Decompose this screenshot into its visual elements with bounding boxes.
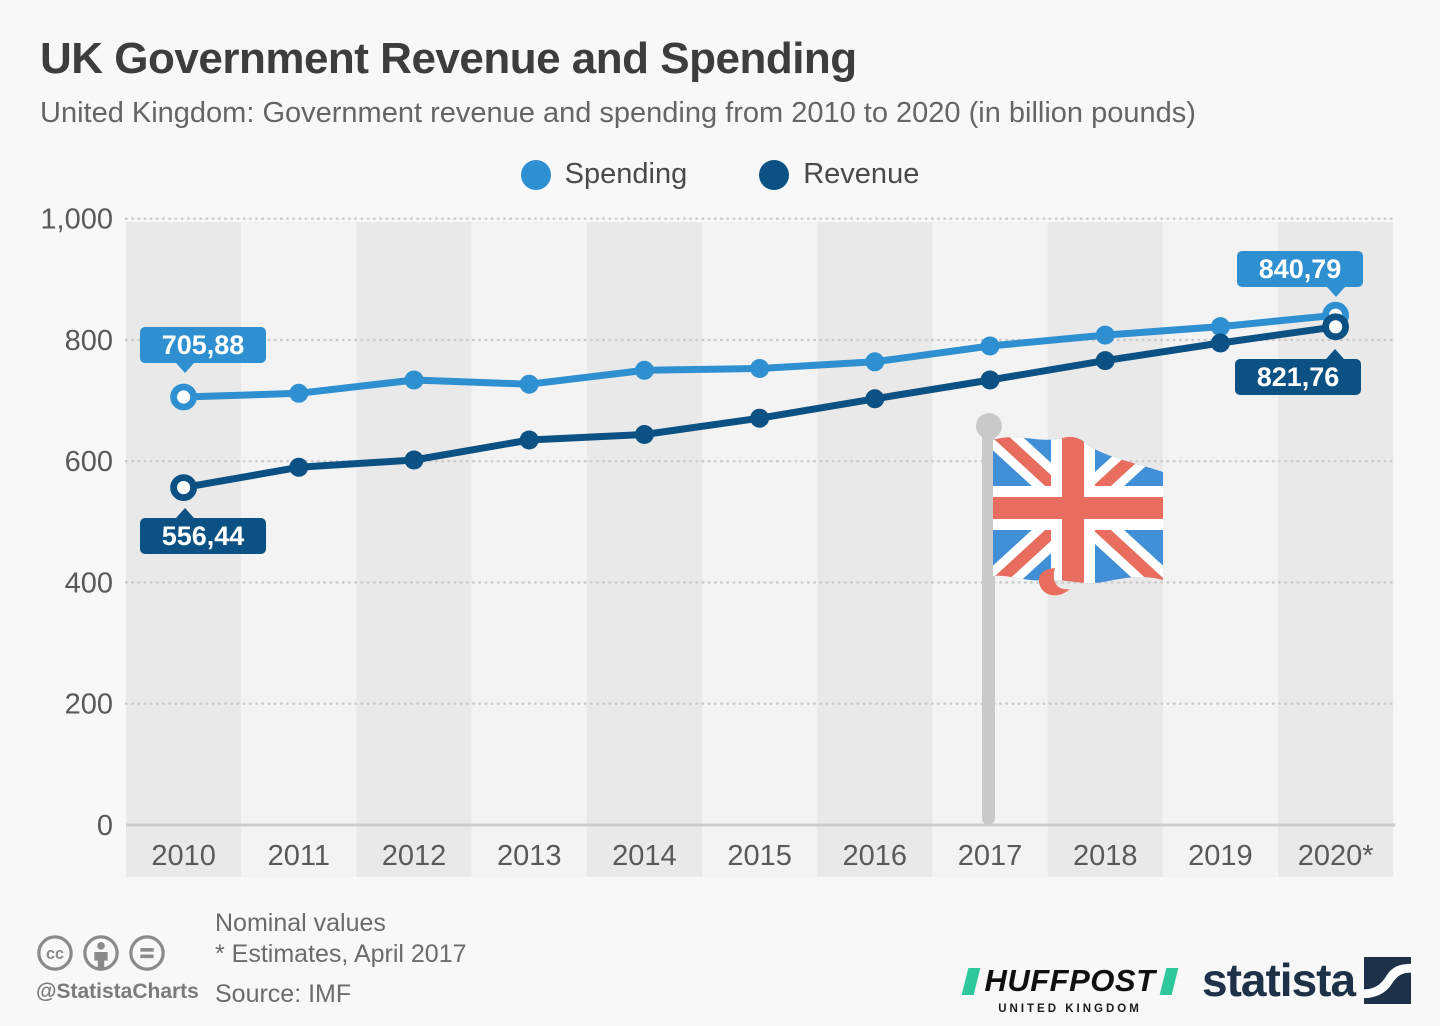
x-tick-label-2010: 2010 xyxy=(151,840,216,872)
data-label-revenue-2010: 556,44 xyxy=(140,508,266,554)
x-tick-label-2020*: 2020* xyxy=(1298,840,1374,872)
statista-charts-handle[interactable]: @StatistaCharts xyxy=(36,980,199,1003)
y-tick-label-1,000: 1,000 xyxy=(40,204,113,236)
revenue-point-2016 xyxy=(865,389,885,409)
chart-subtitle: United Kingdom: Government revenue and s… xyxy=(40,97,1196,129)
spending-point-2019 xyxy=(1210,317,1230,337)
spending-point-2013 xyxy=(519,374,539,394)
revenue-point-2020* xyxy=(1322,313,1349,341)
spending-point-2011 xyxy=(289,383,309,403)
cc-nd-icon xyxy=(129,935,165,971)
spending-point-2010 xyxy=(170,383,198,411)
x-tick-label-2017: 2017 xyxy=(958,840,1023,872)
callout-pointer xyxy=(1326,349,1344,359)
y-tick-label-600: 600 xyxy=(65,446,113,478)
statista-wordmark: statista xyxy=(1202,954,1356,1006)
x-tick-label-2019: 2019 xyxy=(1188,840,1253,872)
data-label-value: 705,88 xyxy=(161,330,245,360)
note-nominal-values: Nominal values xyxy=(215,909,386,937)
spending-point-2017 xyxy=(980,336,1000,356)
statista-mark-icon xyxy=(1364,956,1412,1004)
x-tick-label-2013: 2013 xyxy=(497,840,562,872)
legend: Spending Revenue xyxy=(0,158,1440,191)
revenue-point-2012 xyxy=(404,450,424,470)
revenue-point-2019 xyxy=(1210,333,1230,353)
legend-item-revenue: Revenue xyxy=(759,158,919,191)
page-title: UK Government Revenue and Spending xyxy=(40,34,857,83)
huffpost-logo[interactable]: HUFFPOST UNITED KINGDOM xyxy=(956,963,1184,1015)
data-label-value: 840,79 xyxy=(1258,254,1342,284)
spending-point-2016 xyxy=(865,352,885,372)
year-band-2016 xyxy=(817,222,933,877)
y-tick-label-200: 200 xyxy=(65,689,113,721)
callout-pointer xyxy=(176,508,194,518)
huffpost-edition-label: UNITED KINGDOM xyxy=(998,1003,1142,1015)
revenue-point-2013 xyxy=(519,430,539,450)
spending-legend-dot-icon xyxy=(520,159,551,190)
chart-notes: Nominal values * Estimates, April 2017 S… xyxy=(215,908,467,1010)
x-tick-label-2018: 2018 xyxy=(1073,840,1138,872)
year-band-2015 xyxy=(702,222,818,877)
data-label-spending-2020: 840,79 xyxy=(1237,251,1363,297)
cc-icon: cc xyxy=(37,935,73,971)
y-tick-label-400: 400 xyxy=(65,568,113,600)
legend-label-revenue: Revenue xyxy=(803,158,920,190)
revenue-point-2018 xyxy=(1095,351,1115,371)
svg-text:cc: cc xyxy=(46,945,64,963)
legend-label-spending: Spending xyxy=(564,158,688,190)
revenue-point-2017 xyxy=(980,370,1000,390)
callout-pointer xyxy=(176,363,194,373)
x-tick-label-2012: 2012 xyxy=(382,840,447,872)
year-band-2012 xyxy=(356,222,472,877)
spending-point-2018 xyxy=(1095,325,1115,345)
cc-license-icons: cc xyxy=(36,934,166,972)
x-tick-label-2014: 2014 xyxy=(612,840,677,872)
note-estimates: * Estimates, April 2017 xyxy=(215,940,467,968)
data-label-value: 556,44 xyxy=(161,521,245,551)
revenue-point-2010 xyxy=(170,474,198,502)
revenue-point-2015 xyxy=(750,408,770,428)
spending-point-2015 xyxy=(750,359,770,378)
legend-item-spending: Spending xyxy=(520,158,688,191)
year-band-2014 xyxy=(586,222,702,877)
revenue-legend-dot-icon xyxy=(759,159,790,190)
x-tick-label-2016: 2016 xyxy=(843,840,908,872)
statista-logo[interactable]: statista xyxy=(1202,953,1412,1007)
spending-point-2014 xyxy=(634,360,654,380)
y-tick-label-0: 0 xyxy=(97,810,113,842)
data-label-spending-2010: 705,88 xyxy=(140,327,266,373)
callout-pointer xyxy=(1327,287,1345,297)
x-tick-label-2015: 2015 xyxy=(727,840,792,872)
x-tick-label-2011: 2011 xyxy=(268,840,330,872)
y-tick-label-800: 800 xyxy=(65,325,113,357)
revenue-point-2014 xyxy=(634,425,654,444)
cc-attribution-icon xyxy=(83,935,119,971)
revenue-point-2011 xyxy=(289,457,309,477)
data-label-revenue-2020: 821,76 xyxy=(1235,349,1361,395)
spending-point-2012 xyxy=(404,370,424,390)
source-label: Source: IMF xyxy=(215,980,352,1008)
year-band-2013 xyxy=(471,222,587,877)
huffpost-wordmark: HUFFPOST xyxy=(984,963,1156,998)
data-label-value: 821,76 xyxy=(1256,362,1340,392)
